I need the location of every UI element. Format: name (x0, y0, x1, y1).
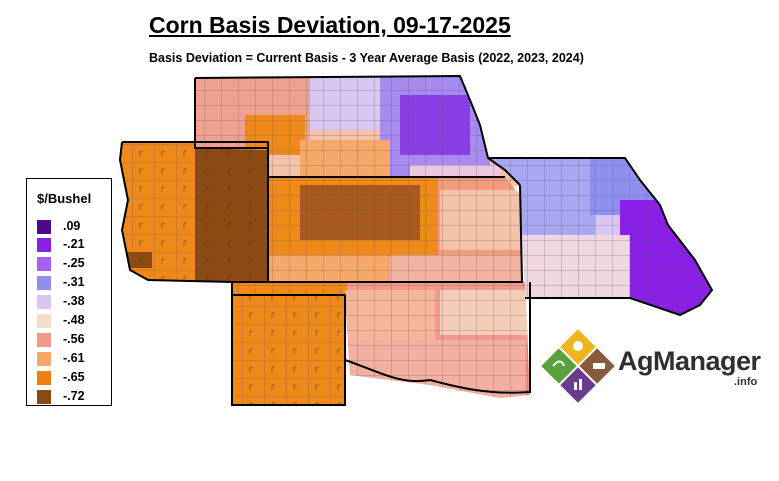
legend-item: -.38 (37, 294, 109, 310)
logo-suffix-text: .info (734, 376, 758, 388)
state-borders (118, 74, 714, 406)
legend-label: -.65 (63, 370, 85, 384)
legend-label: -.48 (63, 313, 85, 327)
legend-item: -.21 (37, 237, 109, 253)
legend-item: -.61 (37, 351, 109, 367)
legend-swatch (37, 238, 51, 252)
agmanager-logo: AgManager .info (538, 326, 768, 406)
legend-item: -.65 (37, 370, 109, 386)
region-kansas (268, 177, 522, 282)
legend-swatch (37, 314, 51, 328)
legend-swatch (37, 390, 51, 404)
logo-brand-text: AgManager (618, 346, 761, 376)
legend-item: -.48 (37, 313, 109, 329)
legend-swatch (37, 333, 51, 347)
legend-swatch (37, 257, 51, 271)
legend-item: -.31 (37, 275, 109, 291)
legend-item: .09 (37, 219, 109, 235)
legend-label: -.61 (63, 351, 85, 365)
legend-label: -.31 (63, 275, 85, 289)
map-title: Corn Basis Deviation, 09-17-2025 (149, 12, 511, 38)
legend-label: -.56 (63, 332, 85, 346)
legend-label: -.25 (63, 256, 85, 270)
legend-label: -.38 (63, 294, 85, 308)
legend-swatch (37, 371, 51, 385)
legend-swatch (37, 276, 51, 290)
legend-label: -.72 (63, 389, 85, 403)
region-nebraska (195, 76, 520, 190)
agmanager-logo-icon (541, 329, 615, 403)
legend-item: -.56 (37, 332, 109, 348)
legend-label: -.21 (63, 237, 85, 251)
legend-swatch (37, 352, 51, 366)
legend-swatch (37, 295, 51, 309)
map-subtitle: Basis Deviation = Current Basis - 3 Year… (149, 51, 584, 65)
legend-swatch (37, 220, 51, 234)
region-colorado (120, 142, 268, 282)
legend-title: $/Bushel (37, 191, 92, 206)
legend: $/Bushel .09 -.21 -.25 -.31 -.38 -.48 -.… (26, 178, 112, 406)
legend-item: -.72 (37, 389, 109, 405)
region-texas-panhandle (232, 295, 345, 405)
legend-label: .09 (63, 219, 81, 233)
legend-item: -.25 (37, 256, 109, 272)
